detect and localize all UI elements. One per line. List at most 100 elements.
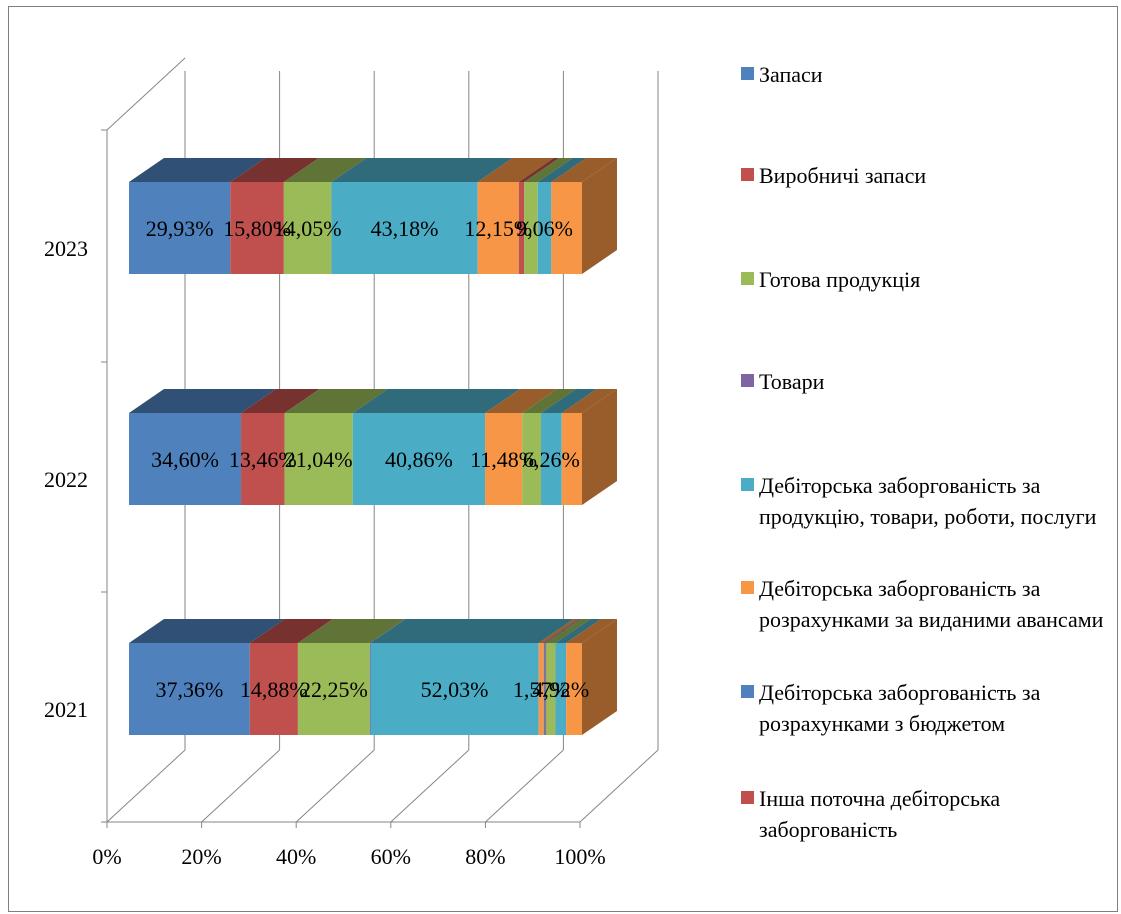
gridline-floor [390,749,470,823]
gridline-floor [485,749,564,823]
legend-item: Дебіторська заборгованість за розрахунка… [741,573,1104,635]
bar-segment-side [582,619,617,735]
bar-segment [369,643,371,735]
data-label: 4,92% [532,677,589,702]
data-label: 1,57% [513,677,570,702]
data-label: 12,15% [464,216,532,241]
bar-segment-top [541,389,597,413]
legend-item: Дебіторська заборгованість за продукцію,… [741,470,1104,532]
y-tick-label: 2022 [44,467,88,492]
bar-segment [129,413,242,505]
bar-segment [129,182,231,274]
bar-segment-top [352,389,521,413]
legend-item: Готова продукція [741,264,1104,295]
bar-segment-top [284,389,388,413]
bar-segment [370,643,539,735]
bar-segment [249,643,298,735]
legend-swatch [741,685,754,698]
bar-segment [524,182,538,274]
data-label: 52,03% [421,677,489,702]
legend-label: Готова продукція [759,267,921,292]
bar-segment [477,182,519,274]
bar-segment [555,643,567,735]
legend-swatch [741,478,754,491]
x-tick-label: 80% [465,844,505,869]
bar-segment-top [555,619,602,643]
data-label: 9,06% [516,216,573,241]
x-tick-label: 40% [276,844,316,869]
bar-segment-side [582,158,617,274]
data-label: 43,18% [371,216,439,241]
bar-segment-top [297,619,405,643]
bar-segment [537,182,552,274]
bar-segment [518,182,525,274]
bar-segment [566,643,582,735]
bar-segment [352,413,486,505]
bar-segment [297,643,370,735]
bar-segment [129,643,250,735]
legend-label: Дебіторська заборгованість за продукцію,… [759,473,1097,529]
bar-segment-top [485,389,558,413]
bar-segment-top [546,619,591,643]
bar-segment-side [582,389,617,505]
x-tick-label: 60% [371,844,411,869]
bar-segment [541,413,562,505]
bar-segment-top [369,619,406,643]
data-label: 6,26% [523,447,580,472]
bar-segment-top [129,158,266,182]
wall-edge-top [106,57,186,131]
bar-segment-top [283,158,367,182]
bar-segment-top [538,619,579,643]
bar-segment-top [524,158,573,182]
y-tick-label: 2023 [44,236,88,261]
data-label: 14,88% [240,677,308,702]
legend-label: Товари [759,369,825,394]
gridline-floor [579,749,659,823]
legend-label: Дебіторська заборгованість за розрахунка… [759,576,1104,632]
legend-label: Виробничі запаси [759,163,927,188]
bar-segment [561,413,582,505]
bar-segment-top [241,389,320,413]
data-label: 21,04% [285,447,353,472]
x-tick-label: 20% [181,844,221,869]
bar-segment-top [518,158,560,182]
bar-segment [230,182,284,274]
gridline-floor [295,749,375,823]
bar-segment [543,643,546,735]
data-label: 34,60% [151,447,219,472]
bar-segment [545,643,547,735]
data-label: 15,80% [223,216,291,241]
legend-swatch [741,791,754,804]
bar-segment [522,413,542,505]
bar-segment-top [370,619,574,643]
bar-segment-top [331,158,513,182]
bar-segment-top [522,389,577,413]
legend-item: Інша поточна дебіторська заборгованість [741,783,1104,845]
bar-segment [283,182,332,274]
data-label: 14,05% [274,216,342,241]
bar-segment-top [537,158,587,182]
legend-label: Дебіторська заборгованість за розрахунка… [759,680,1041,736]
bar-segment [538,643,544,735]
x-tick-label: 100% [554,844,605,869]
legend-label: Інша поточна дебіторська заборгованість [759,786,1001,842]
bar-segment-top [545,619,582,643]
bar-segment [551,182,582,274]
legend-swatch [741,168,754,181]
bar-segment [485,413,523,505]
bar-segment-top [230,158,319,182]
bar-segment [241,413,285,505]
x-tick-label: 0% [92,844,121,869]
bar-segment-top [129,389,277,413]
legend-swatch [741,581,754,594]
legend-swatch [741,374,754,387]
data-label: 40,86% [385,447,453,472]
data-label: 22,25% [300,677,368,702]
legend-item: Виробничі запаси [741,160,1104,191]
data-label: 13,46% [229,447,297,472]
data-label: 11,48% [470,447,537,472]
bar-segment-top [543,619,581,643]
y-tick-label: 2021 [44,697,88,722]
legend-item: Дебіторська заборгованість за розрахунка… [741,677,1104,739]
